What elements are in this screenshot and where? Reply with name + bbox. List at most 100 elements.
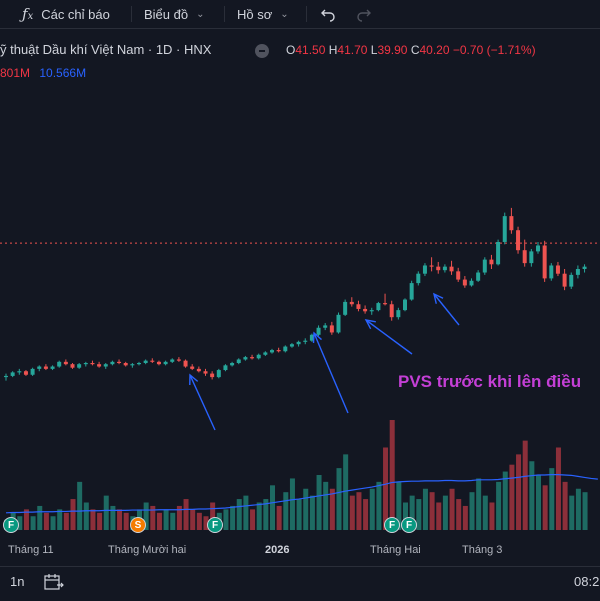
candle-body (376, 303, 381, 311)
volume-bar (263, 499, 269, 530)
volume-bar (276, 505, 282, 530)
candle-body (343, 301, 348, 315)
candle-body (90, 363, 95, 365)
chevron-down-icon: ⌄ (196, 8, 205, 20)
volume-bar (542, 485, 548, 530)
earnings-marker[interactable]: F (3, 517, 19, 533)
volume-bar (482, 495, 488, 530)
volume-bar (555, 447, 561, 530)
price-chart[interactable] (0, 80, 600, 540)
candle-body (57, 361, 62, 367)
candle-body (170, 359, 175, 362)
volume-bar (489, 502, 495, 530)
volume-ma-value: 10.566M (39, 66, 87, 80)
candle-body (270, 350, 274, 353)
earnings-marker[interactable]: F (401, 517, 417, 533)
volume-bar (383, 447, 389, 530)
volume-bar (582, 492, 588, 530)
undo-icon (321, 9, 335, 22)
calendar-range-icon (44, 574, 64, 590)
high-value: 41.70 (337, 43, 368, 57)
annotation-arrowhead (432, 292, 444, 304)
date-range-button[interactable] (44, 573, 64, 594)
open-value: 41.50 (295, 43, 326, 57)
volume-bar (363, 499, 369, 530)
redo-button[interactable] (356, 0, 372, 28)
volume-bar (569, 495, 575, 530)
candle-body (422, 265, 427, 274)
candle-body (103, 364, 108, 367)
annotation-text: PVS trước khi lên điều (398, 372, 582, 391)
volume-bar (256, 502, 262, 530)
candle-body (150, 360, 155, 362)
candle-body (403, 299, 407, 311)
candle-body (436, 266, 441, 271)
volume-bar (476, 478, 482, 530)
volume-bar (230, 505, 236, 530)
volume-bar (422, 488, 428, 530)
volume-bar (549, 468, 555, 530)
interval-button[interactable]: 1n (10, 574, 25, 589)
ohlc-values: O41.50 H41.70 L39.90 C40.20 −0.70 (−1.71… (286, 43, 536, 57)
chevron-down-icon: ⌄ (280, 8, 289, 20)
earnings-marker[interactable]: F (384, 517, 400, 533)
candle-body (456, 271, 461, 280)
undo-button[interactable] (320, 0, 336, 28)
volume-bar (376, 481, 382, 530)
volume-bar (575, 488, 581, 530)
candle-body (263, 352, 268, 355)
volume-bar (43, 512, 49, 530)
close-key: C (410, 43, 420, 57)
candle-body (536, 245, 540, 252)
volume-bar (63, 512, 69, 530)
profile-menu-label: Hồ sơ (237, 6, 273, 22)
candle-body (37, 366, 42, 369)
profile-menu-button[interactable]: Hồ sơ ⌄ (237, 0, 289, 28)
volume-ma-line (5, 474, 598, 514)
candle-body (429, 265, 434, 267)
candle-body (389, 304, 394, 318)
earnings-marker[interactable]: F (207, 517, 223, 533)
toolbar-divider (306, 6, 307, 22)
volume-bar (243, 495, 249, 530)
candle-body (223, 365, 228, 371)
x-tick-label: Tháng 11 (8, 544, 54, 556)
annotation-arrowhead (312, 331, 322, 344)
volume-bar (336, 468, 342, 530)
collapse-legend-icon[interactable] (255, 44, 269, 58)
candle-body (63, 361, 68, 365)
candle-body (329, 325, 334, 333)
volume-bar (442, 495, 448, 530)
candlesticks (4, 207, 587, 381)
volume-bar (176, 505, 182, 530)
candle-body (442, 266, 447, 271)
indicators-button[interactable]: ƒx Các chỉ báo (22, 0, 110, 28)
volume-bar (516, 454, 522, 530)
candle-body (256, 354, 261, 359)
x-tick-label: 2026 (265, 544, 290, 556)
candle-body (316, 327, 321, 335)
candle-body (502, 216, 507, 242)
volume-bar (436, 502, 442, 530)
volume-bar (150, 505, 156, 530)
volume-bar (210, 502, 216, 530)
indicators-label: Các chỉ báo (41, 6, 110, 22)
volume-bar (30, 516, 36, 530)
volume-bar (289, 478, 295, 530)
volume-bar (323, 481, 329, 530)
volume-bar (502, 471, 508, 530)
candle-body (50, 366, 55, 369)
volume-bar (270, 485, 275, 530)
volume-bar (156, 512, 162, 530)
volume-bar (522, 440, 528, 530)
low-value: 39.90 (377, 43, 408, 57)
volume-bar (183, 499, 189, 530)
volume-bar (70, 499, 76, 530)
candle-body (476, 272, 481, 281)
candle-body (336, 314, 341, 333)
volume-bar (562, 481, 568, 530)
chart-menu-button[interactable]: Biểu đồ ⌄ (144, 0, 204, 28)
candle-body (549, 265, 554, 279)
annotation-arrowhead (364, 319, 376, 330)
split-marker[interactable]: S (130, 517, 146, 533)
